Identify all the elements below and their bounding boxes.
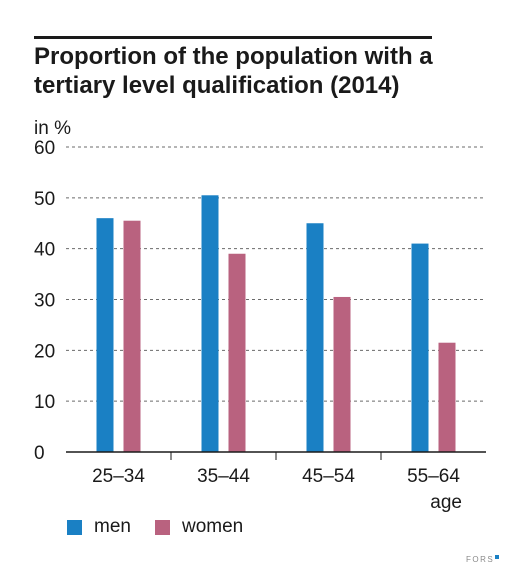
y-tick-label: 10: [34, 392, 55, 413]
x-axis-label: age: [430, 492, 462, 513]
legend-label-men: men: [94, 516, 131, 537]
bar-women-1: [228, 253, 246, 452]
bar-women-3: [438, 342, 456, 452]
y-axis-label: in %: [34, 118, 71, 139]
bar-men-2: [306, 223, 324, 452]
bar-men-3: [411, 243, 429, 452]
legend-swatch-men: [67, 519, 82, 535]
legend-label-women: women: [182, 516, 244, 537]
legend-item-men: men: [67, 516, 131, 538]
legend-swatch-women: [155, 519, 170, 535]
y-tick-label: 0: [34, 443, 45, 464]
bar-women-0: [123, 220, 141, 452]
x-tick-label: 55–64: [407, 466, 460, 487]
brand-logo: FORS: [466, 555, 500, 564]
y-tick-label: 20: [34, 341, 55, 362]
title-rule: [34, 36, 432, 39]
chart-title: Proportion of the population with a tert…: [34, 43, 433, 99]
bar-men-1: [201, 195, 219, 452]
x-tick-label: 35–44: [197, 466, 250, 487]
y-tick-label: 40: [34, 240, 55, 261]
x-tick-label: 45–54: [302, 466, 355, 487]
x-tick-label: 25–34: [92, 466, 145, 487]
bar-men-0: [96, 218, 114, 452]
legend-item-women: women: [155, 516, 243, 538]
y-tick-label: 30: [34, 291, 55, 312]
y-tick-label: 60: [34, 138, 55, 159]
y-tick-label: 50: [34, 189, 55, 210]
bar-women-2: [333, 296, 351, 452]
brand-dot: [495, 555, 500, 559]
